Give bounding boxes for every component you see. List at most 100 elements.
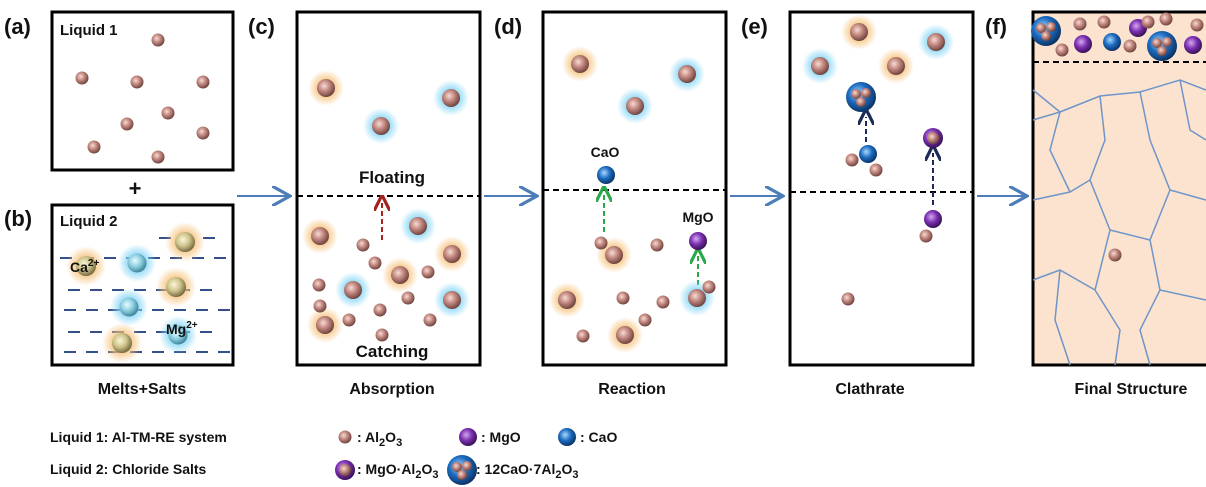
- ion-base: Ca: [70, 259, 88, 275]
- particle: [811, 57, 829, 75]
- particle-core: [1157, 46, 1167, 56]
- particle: [311, 227, 329, 245]
- legend-text: O: [421, 461, 432, 477]
- particle: [1103, 33, 1121, 51]
- particle-core: [927, 132, 939, 144]
- panel-f-box: [1033, 12, 1206, 365]
- particle: [76, 72, 89, 85]
- particle: [316, 316, 334, 334]
- particle: [317, 79, 335, 97]
- particle: [424, 314, 437, 327]
- legend-item: : CaO: [580, 429, 617, 445]
- particle: [927, 33, 945, 51]
- particle: [1098, 16, 1111, 29]
- ion-charge: 2+: [88, 258, 100, 269]
- panel-label: (c): [248, 14, 275, 39]
- particle: [597, 166, 615, 184]
- particle: [166, 277, 186, 297]
- particle: [1142, 16, 1155, 29]
- particle: [152, 34, 165, 47]
- caption: Final Structure: [1075, 381, 1188, 398]
- particle: [859, 145, 877, 163]
- floating-label: Floating: [359, 168, 425, 187]
- particle: [850, 23, 868, 41]
- particle: [339, 431, 352, 444]
- particle-core: [861, 88, 871, 98]
- particle: [688, 289, 706, 307]
- particle: [197, 127, 210, 140]
- particle: [175, 232, 195, 252]
- particle: [376, 329, 389, 342]
- particle: [152, 151, 165, 164]
- particle: [689, 232, 707, 250]
- particle: [605, 246, 623, 264]
- particle: [639, 314, 652, 327]
- particle: [131, 76, 144, 89]
- cao-label: CaO: [591, 144, 620, 160]
- plus-sign: +: [129, 176, 142, 201]
- particle-core: [856, 97, 866, 107]
- particle-core: [1046, 22, 1056, 32]
- liquid-label: Liquid 1: [60, 22, 118, 39]
- particle: [357, 239, 370, 252]
- particle: [1191, 19, 1204, 32]
- particle: [678, 65, 696, 83]
- particle-core: [457, 470, 467, 480]
- particle: [1074, 18, 1087, 31]
- ion-base: Mg: [166, 321, 186, 337]
- particle: [1109, 249, 1122, 262]
- particle: [626, 97, 644, 115]
- particle: [372, 117, 390, 135]
- subscript: 3: [572, 469, 578, 481]
- particle: [344, 281, 362, 299]
- legend-text: : CaO: [580, 429, 617, 445]
- legend-item: : 12CaO·7Al2O3: [476, 461, 579, 481]
- particle: [1184, 36, 1202, 54]
- particle-core: [1041, 31, 1051, 41]
- panel-label: (f): [985, 14, 1007, 39]
- legend-text: : 12CaO·7Al: [476, 461, 555, 477]
- legend-text: O: [561, 461, 572, 477]
- particle: [842, 293, 855, 306]
- particle: [887, 57, 905, 75]
- particle: [374, 304, 387, 317]
- particle: [1160, 13, 1173, 26]
- particle: [369, 257, 382, 270]
- liquid-label: Liquid 2: [60, 213, 118, 230]
- particle: [120, 298, 139, 317]
- legend-item: : Al2O3: [357, 429, 402, 449]
- panel-label: (a): [4, 14, 31, 39]
- figure: (a) (b) (c) (d) (e) (f) Liquid 1 + Liqui…: [0, 0, 1206, 487]
- particle: [571, 55, 589, 73]
- mgo-label: MgO: [682, 209, 713, 225]
- catching-label: Catching: [356, 342, 429, 361]
- particle-core: [1162, 37, 1172, 47]
- particle-core: [339, 464, 351, 476]
- legend-text: : MgO: [481, 429, 521, 445]
- particle: [391, 266, 409, 284]
- particle: [88, 141, 101, 154]
- particle: [343, 314, 356, 327]
- particle: [313, 279, 326, 292]
- particle: [846, 154, 859, 167]
- particle: [558, 291, 576, 309]
- particle: [577, 330, 590, 343]
- particle-core: [462, 461, 472, 471]
- particle: [443, 291, 461, 309]
- legend-text: : Al: [357, 429, 379, 445]
- particle: [870, 164, 883, 177]
- particle: [443, 245, 461, 263]
- particle: [197, 76, 210, 89]
- particle: [128, 254, 147, 273]
- panel-label: (d): [494, 14, 522, 39]
- particle: [616, 326, 634, 344]
- panel-label: (e): [741, 14, 768, 39]
- particle: [442, 89, 460, 107]
- legend-text: O: [385, 429, 396, 445]
- particle: [162, 107, 175, 120]
- subscript: 3: [432, 469, 438, 481]
- particle: [422, 266, 435, 279]
- panel-label: (b): [4, 206, 32, 231]
- particle: [617, 292, 630, 305]
- particle: [459, 428, 477, 446]
